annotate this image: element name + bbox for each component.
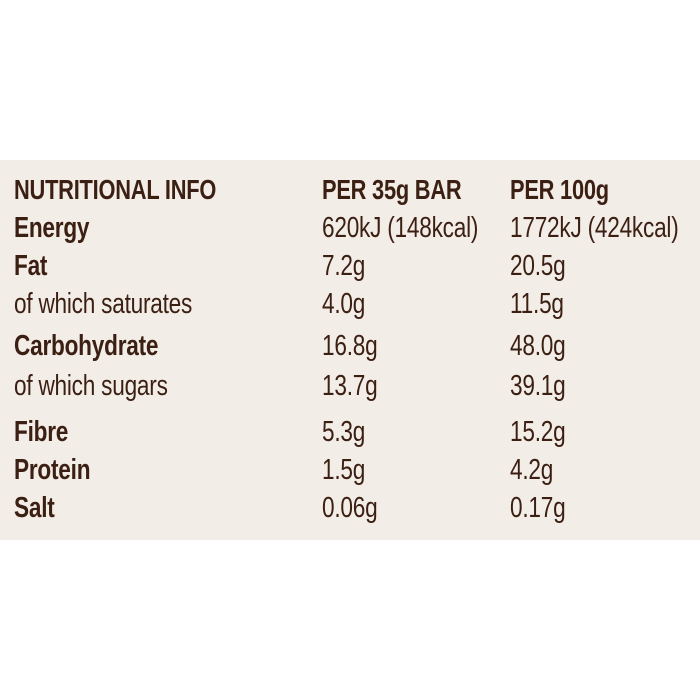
row-label: Salt (14, 492, 55, 524)
header-nutritional-info: NUTRITIONAL INFO (14, 174, 217, 205)
row-label: Protein (14, 454, 91, 486)
table-row-sugars: of which sugars 13.7g 39.1g (0, 366, 700, 406)
row-label: Energy (14, 212, 90, 244)
row-value-per-bar: 4.0g (322, 288, 366, 320)
row-value-per-100g: 0.17g (510, 492, 566, 524)
table-row-energy: Energy 620kJ (148kcal) 1772kJ (424kcal) (0, 208, 700, 248)
row-value-per-100g: 20.5g (510, 250, 566, 282)
row-value-per-100g: 4.2g (510, 454, 554, 486)
row-label: Carbohydrate (14, 330, 159, 362)
row-value-per-100g: 39.1g (510, 370, 566, 402)
row-value-per-100g: 11.5g (510, 288, 564, 320)
table-row-protein: Protein 1.5g 4.2g (0, 450, 700, 490)
row-value-per-bar: 5.3g (322, 416, 366, 448)
row-value-per-bar: 13.7g (322, 370, 378, 402)
header-per-100g: PER 100g (510, 174, 609, 205)
table-row-saturates: of which saturates 4.0g 11.5g (0, 284, 700, 324)
table-row-fat: Fat 7.2g 20.5g (0, 246, 700, 286)
row-label: of which sugars (14, 370, 168, 402)
row-label: of which saturates (14, 288, 193, 320)
row-value-per-bar: 7.2g (322, 250, 366, 282)
table-row-carbohydrate: Carbohydrate 16.8g 48.0g (0, 326, 700, 366)
table-row-fibre: Fibre 5.3g 15.2g (0, 412, 700, 452)
nutrition-panel: NUTRITIONAL INFO PER 35g BAR PER 100g En… (0, 160, 700, 540)
row-value-per-bar: 16.8g (322, 330, 378, 362)
table-row-salt: Salt 0.06g 0.17g (0, 488, 700, 528)
header-per-bar: PER 35g BAR (322, 174, 462, 205)
row-value-per-100g: 1772kJ (424kcal) (510, 212, 679, 244)
row-value-per-bar: 620kJ (148kcal) (322, 212, 479, 244)
table-header-row: NUTRITIONAL INFO PER 35g BAR PER 100g (0, 170, 700, 210)
row-value-per-bar: 1.5g (322, 454, 366, 486)
row-label: Fat (14, 250, 48, 282)
row-label: Fibre (14, 416, 69, 448)
row-value-per-100g: 15.2g (510, 416, 566, 448)
row-value-per-100g: 48.0g (510, 330, 566, 362)
row-value-per-bar: 0.06g (322, 492, 378, 524)
